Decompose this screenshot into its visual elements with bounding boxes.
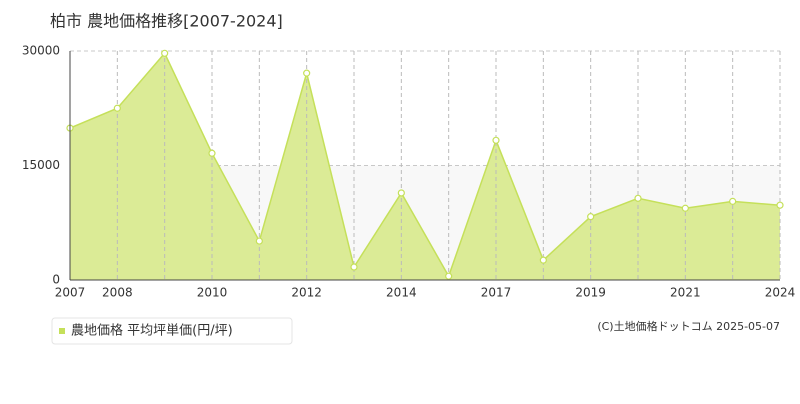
x-tick-label: 2019 [575, 286, 606, 300]
legend-marker [59, 328, 65, 334]
x-tick-label: 2007 [55, 286, 86, 300]
legend-label: 農地価格 平均坪単価(円/坪) [71, 323, 233, 339]
x-tick-label: 2012 [291, 286, 322, 300]
point [255, 237, 263, 245]
point [208, 149, 216, 157]
y-tick-label: 15000 [22, 158, 60, 172]
point [492, 136, 500, 144]
point [539, 256, 547, 264]
point [776, 201, 784, 209]
y-tick-label: 30000 [22, 44, 60, 58]
point [113, 104, 121, 112]
point [350, 263, 358, 271]
point [161, 49, 169, 57]
point [681, 204, 689, 212]
y-tick-label: 0 [52, 273, 60, 287]
x-tick-label: 2024 [765, 286, 796, 300]
point [587, 213, 595, 221]
x-tick-label: 2021 [670, 286, 701, 300]
point [303, 69, 311, 77]
credit: (C)土地価格ドットコム 2025-05-07 [597, 319, 780, 333]
point [397, 189, 405, 197]
area [70, 53, 780, 280]
x-tick-label: 2010 [197, 286, 228, 300]
point [729, 197, 737, 205]
x-tick-label: 2017 [481, 286, 512, 300]
x-tick-label: 2014 [386, 286, 417, 300]
line [69, 51, 781, 278]
point [445, 272, 453, 280]
x-tick-label: 2008 [102, 286, 133, 300]
chart-title: 柏市 農地価格推移[2007-2024] [50, 12, 283, 31]
legend-box [51, 317, 293, 345]
point [634, 194, 642, 202]
